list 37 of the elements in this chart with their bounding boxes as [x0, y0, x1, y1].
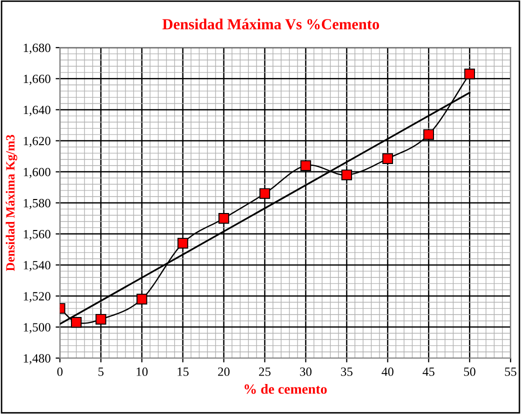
x-axis-title: % de cemento: [244, 384, 327, 394]
point: [136, 294, 148, 304]
y-tick-label: 1,500: [24, 323, 50, 334]
point: [464, 68, 475, 80]
x-tick-label: 0: [57, 368, 63, 376]
x-tick-label: 50: [464, 368, 476, 376]
y-tick-label: 1,480: [24, 354, 50, 364]
y-tick-label: 1,640: [24, 106, 50, 116]
x-tick-label: 45: [422, 368, 434, 376]
y-tick-label: 1,620: [24, 136, 50, 148]
x-tick-label: 30: [300, 368, 312, 376]
point: [96, 314, 106, 325]
y-tick-label: 1,520: [24, 292, 50, 302]
x-tick-label: 20: [218, 368, 230, 376]
y-tick-label: 1,580: [24, 198, 50, 210]
point: [218, 213, 230, 224]
x-tick-label: 40: [382, 368, 394, 376]
y-axis-title: Densidad Máxima Kg/m3: [6, 134, 18, 272]
point: [259, 188, 270, 199]
y-tick-label: 1,600: [24, 168, 50, 178]
x-tick-label: 5: [98, 368, 104, 376]
x-tick-label: 55: [505, 368, 516, 376]
chart-title: Densidad Máxima Vs %Cemento: [162, 18, 380, 30]
x-tick-label: 10: [136, 368, 148, 376]
y-tick-label: 1,560: [24, 230, 50, 240]
y-tick-label: 1,680: [24, 44, 50, 54]
point: [423, 129, 434, 140]
point: [300, 160, 312, 171]
point: [70, 317, 82, 328]
x-tick-label: 15: [178, 368, 189, 376]
point: [177, 238, 188, 249]
x-tick-label: 35: [341, 368, 352, 376]
y-tick-label: 1,660: [24, 74, 50, 85]
point: [341, 170, 352, 180]
x-tick-label: 25: [259, 368, 271, 376]
y-tick-label: 1,540: [24, 260, 50, 272]
point: [382, 153, 394, 164]
